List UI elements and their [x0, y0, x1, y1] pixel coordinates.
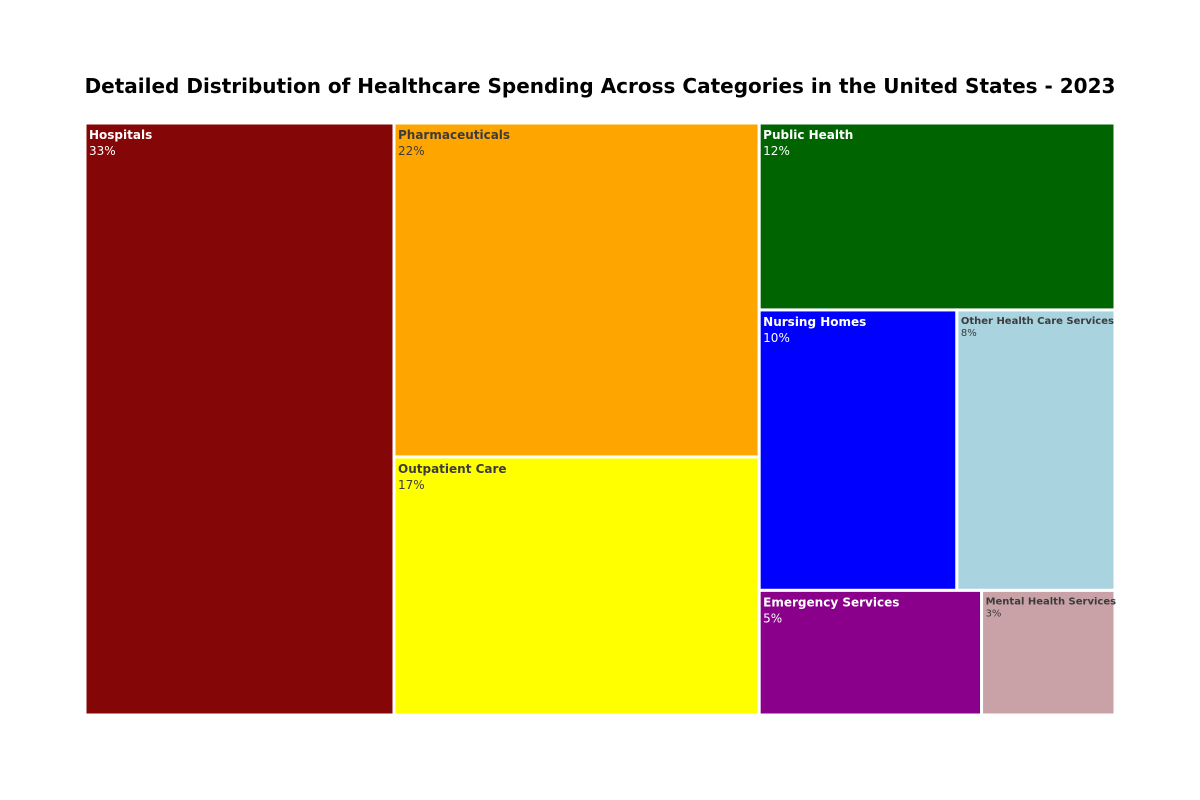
tile-value-mental-health-services: 3%: [986, 608, 1002, 619]
tile-rect-mental-health-services: [980, 588, 1117, 717]
tile-label-hospitals: Hospitals: [89, 128, 152, 142]
tile-nursing-homes: Nursing Homes 10%: [757, 308, 959, 592]
tile-rect-outpatient-care: [392, 455, 761, 717]
tile-value-public-health: 12%: [763, 144, 790, 158]
tile-value-nursing-homes: 10%: [763, 331, 790, 345]
tile-value-other-health-care-services: 8%: [961, 328, 977, 339]
tile-hospitals: Hospitals 33%: [83, 121, 396, 717]
tile-rect-nursing-homes: [757, 308, 959, 592]
tile-value-emergency-services: 5%: [763, 611, 782, 625]
tile-rect-hospitals: [83, 121, 396, 717]
tile-value-hospitals: 33%: [89, 144, 116, 158]
tile-rect-other-health-care-services: [955, 308, 1117, 592]
chart-title: Detailed Distribution of Healthcare Spen…: [84, 74, 1116, 98]
tile-outpatient-care: Outpatient Care 17%: [392, 455, 761, 717]
tile-rect-emergency-services: [757, 588, 984, 717]
tile-label-mental-health-services: Mental Health Services: [986, 596, 1117, 607]
tile-value-pharmaceuticals: 22%: [398, 144, 425, 158]
tile-label-outpatient-care: Outpatient Care: [398, 462, 507, 476]
tile-pharmaceuticals: Pharmaceuticals 22%: [392, 121, 761, 459]
tile-emergency-services: Emergency Services 5%: [757, 588, 984, 717]
tile-rect-public-health: [757, 121, 1117, 312]
tile-label-public-health: Public Health: [763, 128, 853, 142]
tile-label-pharmaceuticals: Pharmaceuticals: [398, 128, 510, 142]
tile-rect-pharmaceuticals: [392, 121, 761, 459]
tile-public-health: Public Health 12%: [757, 121, 1117, 312]
tile-label-emergency-services: Emergency Services: [763, 595, 899, 609]
tile-label-other-health-care-services: Other Health Care Services: [961, 316, 1114, 327]
tile-label-nursing-homes: Nursing Homes: [763, 315, 866, 329]
tile-value-outpatient-care: 17%: [398, 478, 425, 492]
